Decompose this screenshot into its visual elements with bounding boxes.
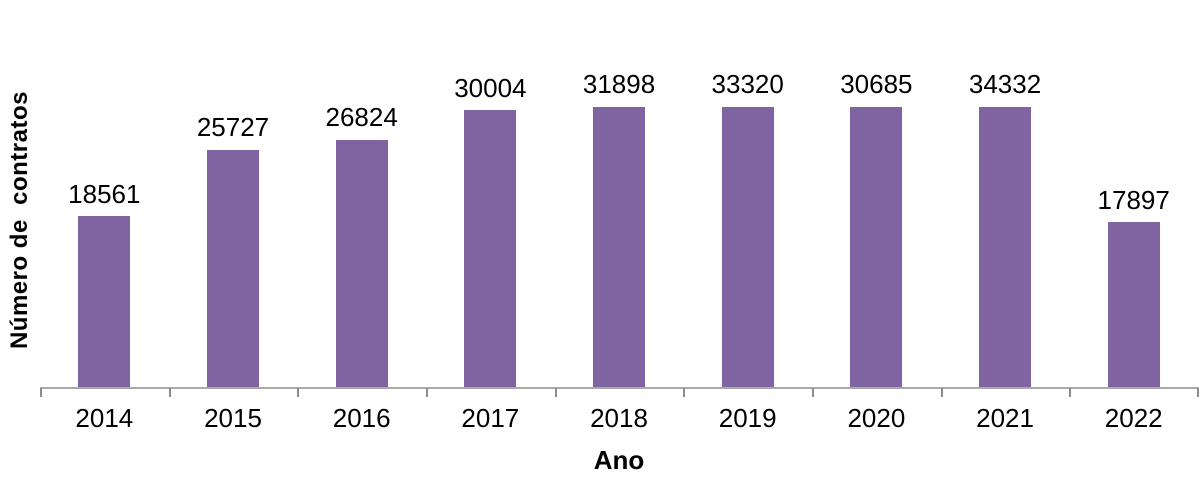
bar-group: 30004 bbox=[426, 70, 555, 388]
bar-group: 17897 bbox=[1069, 70, 1198, 388]
axis-tick bbox=[297, 388, 300, 397]
bar-value-label: 31898 bbox=[582, 69, 656, 99]
bar bbox=[464, 110, 517, 388]
bar-group: 34332 bbox=[941, 70, 1070, 388]
bar bbox=[850, 106, 903, 388]
bar bbox=[593, 106, 646, 388]
bar-value-label: 17897 bbox=[1097, 184, 1170, 215]
axis-tick bbox=[940, 388, 943, 397]
x-axis-title: Ano bbox=[593, 445, 645, 475]
x-tick-label: 2018 bbox=[590, 403, 648, 433]
bar-value-label: 30685 bbox=[840, 69, 913, 99]
plot-area: 18561 25727 26824 30004 31898 33320 30685 34332… bbox=[40, 70, 1198, 388]
bar-value-label: 33320 bbox=[711, 69, 784, 99]
bar-value-label: 30004 bbox=[454, 72, 527, 103]
x-axis-tick-labels: 2014 2015 2016 2017 2018 2019 2020 2021 2022 bbox=[40, 403, 1198, 434]
axis-tick bbox=[1197, 388, 1199, 397]
bar bbox=[721, 106, 774, 388]
bar-group: 31898 bbox=[555, 70, 684, 388]
axis-tick bbox=[683, 388, 686, 397]
bar-value-label: 25727 bbox=[196, 112, 270, 143]
bar-group: 18561 bbox=[40, 70, 169, 388]
y-axis-title: Número de contratos bbox=[0, 55, 40, 385]
axis-tick bbox=[168, 388, 171, 397]
x-tick-label: 2019 bbox=[718, 403, 777, 433]
bar-value-label: 18561 bbox=[68, 178, 141, 209]
x-tick-label: 2021 bbox=[976, 403, 1034, 433]
x-tick-label: 2016 bbox=[332, 403, 391, 433]
bar-group: 30685 bbox=[812, 70, 941, 388]
axis-tick bbox=[554, 388, 557, 397]
bar-value-label: 26824 bbox=[325, 101, 398, 132]
bar bbox=[78, 216, 131, 388]
bar-group: 26824 bbox=[297, 70, 426, 388]
x-tick-label: 2014 bbox=[75, 403, 134, 433]
bar bbox=[1107, 222, 1160, 388]
x-tick-label: 2020 bbox=[847, 403, 906, 433]
x-tick-label: 2022 bbox=[1104, 403, 1163, 433]
bar bbox=[979, 106, 1032, 388]
axis-tick bbox=[812, 388, 814, 397]
bar bbox=[207, 149, 259, 388]
x-tick-label: 2017 bbox=[461, 403, 520, 433]
bar-group: 25727 bbox=[169, 70, 298, 388]
x-axis-line bbox=[40, 387, 1199, 389]
axis-tick bbox=[426, 388, 428, 397]
bar-group: 33320 bbox=[683, 70, 812, 388]
axis-tick bbox=[40, 388, 42, 397]
y-axis-title-text: Número de contratos bbox=[6, 90, 33, 350]
axis-tick bbox=[1069, 388, 1072, 397]
x-tick-label: 2015 bbox=[204, 403, 262, 433]
bar bbox=[335, 139, 388, 388]
bar-value-label: 34332 bbox=[968, 69, 1042, 99]
